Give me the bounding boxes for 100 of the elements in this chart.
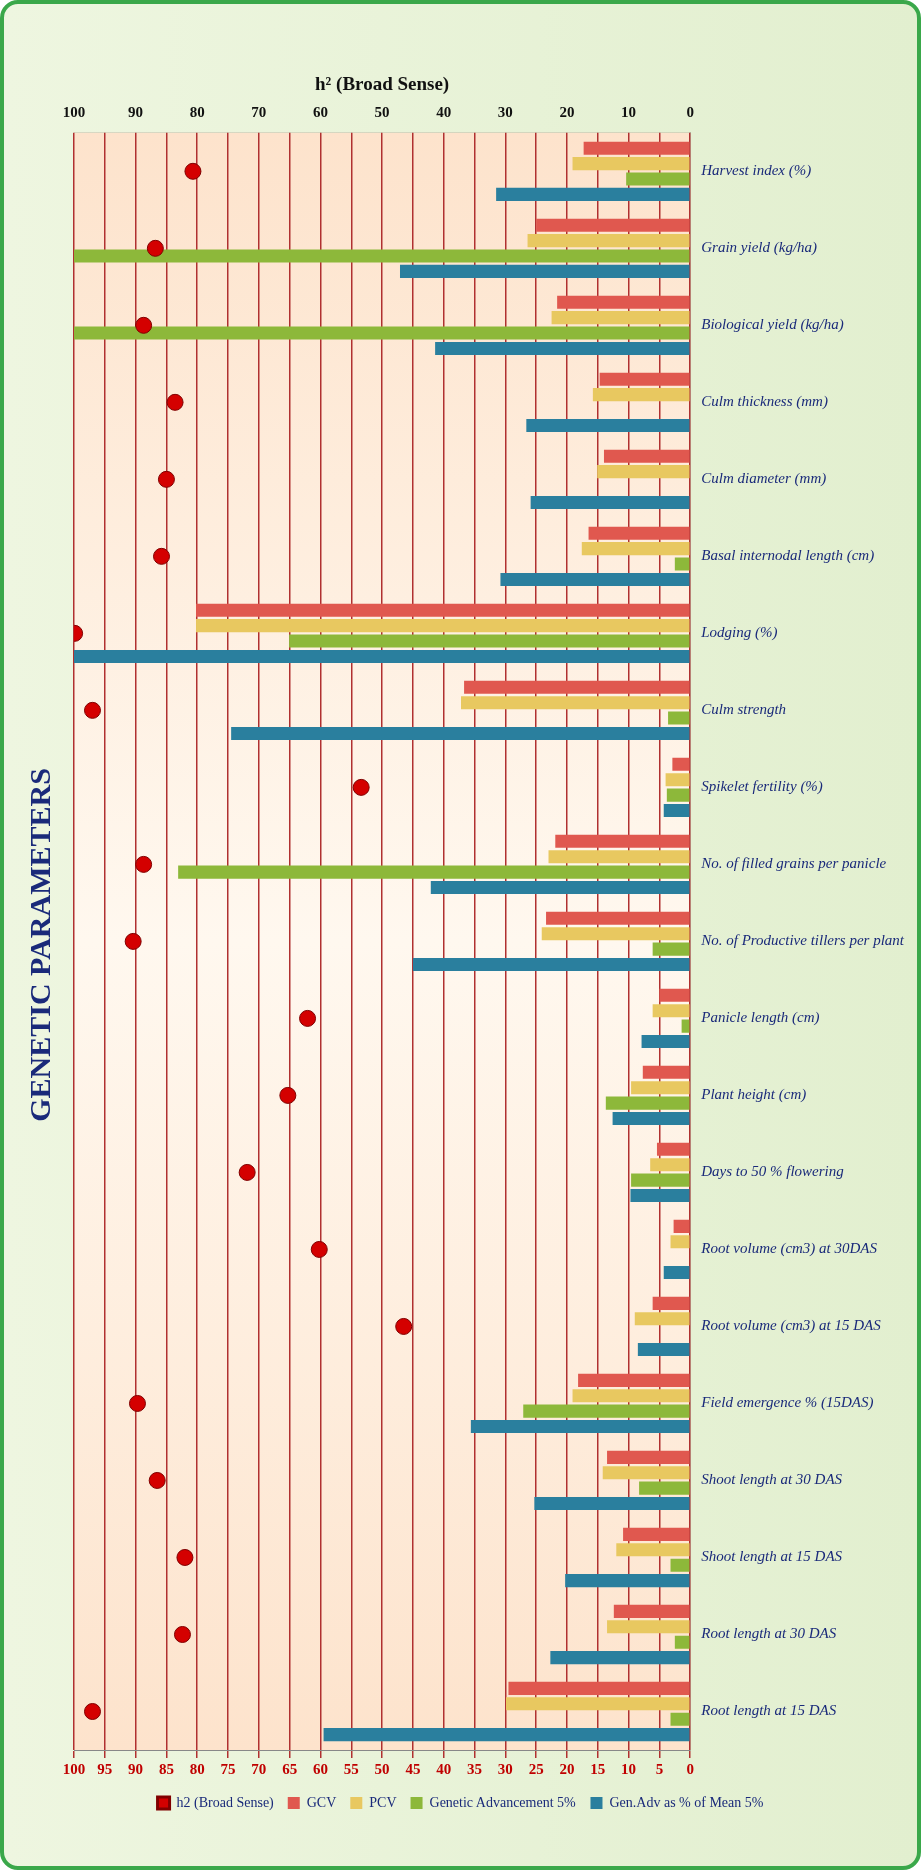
point	[238, 1163, 256, 1181]
point	[299, 1009, 317, 1027]
bar	[461, 696, 690, 710]
bar	[616, 1543, 690, 1557]
bar	[178, 865, 690, 879]
y-tick-label: Culm thickness (mm)	[701, 393, 828, 411]
y-tick-label: Basal internodal length (cm)	[701, 547, 875, 565]
y-tick-label: Days to 50 % flowering	[700, 1163, 845, 1180]
x2-tick-label: 100	[62, 103, 86, 120]
bar	[672, 757, 690, 771]
bar	[527, 234, 690, 248]
point	[146, 239, 164, 257]
bar	[536, 218, 690, 232]
bar	[500, 572, 690, 586]
legend-label: h2 (Broad Sense)	[176, 1794, 275, 1811]
point	[166, 393, 184, 411]
point	[135, 316, 153, 334]
point	[173, 1625, 191, 1643]
bar	[196, 619, 690, 633]
x-tick-label: 25	[528, 1760, 544, 1777]
x-tick-label: 95	[97, 1760, 113, 1777]
x-tick-label: 100	[62, 1760, 86, 1777]
x-tick-label: 15	[590, 1760, 606, 1777]
bar	[546, 911, 690, 925]
x2-tick-label: 10	[621, 103, 637, 120]
bar	[523, 1404, 690, 1418]
x-tick-label: 40	[436, 1760, 452, 1777]
x-tick-label: 30	[497, 1760, 513, 1777]
bar	[565, 1574, 690, 1588]
x-tick-label: 10	[621, 1760, 637, 1777]
y-tick-label: Panicle length (cm)	[700, 1009, 820, 1027]
bar	[430, 880, 690, 895]
point	[157, 470, 175, 488]
bar	[550, 1651, 690, 1665]
bar	[637, 1343, 690, 1357]
bar	[548, 850, 690, 864]
point	[184, 162, 202, 180]
bar	[642, 1065, 690, 1079]
x2-tick-label: 60	[313, 103, 328, 120]
legend-label: GCV	[306, 1794, 337, 1810]
x-tick-label: 55	[343, 1760, 359, 1777]
x2-tick-label: 40	[436, 103, 452, 120]
bar	[634, 1312, 690, 1326]
point	[153, 547, 171, 565]
y-tick-label: Culm strength	[701, 701, 787, 718]
x-tick-label: 75	[220, 1760, 236, 1777]
bar	[74, 649, 690, 664]
bar	[505, 1697, 690, 1711]
bar	[599, 372, 690, 386]
legend-label: PCV	[369, 1794, 397, 1810]
bar	[464, 680, 690, 694]
bar	[631, 1081, 690, 1095]
y-tick-label: Shoot length at 15 DAS	[701, 1548, 843, 1565]
bar	[674, 1635, 690, 1649]
bar	[323, 1728, 690, 1742]
bar	[74, 326, 690, 340]
bar	[626, 172, 690, 186]
x2-tick-label: 90	[128, 103, 144, 120]
bar	[597, 465, 690, 479]
bar	[631, 1173, 690, 1187]
bar	[605, 1096, 690, 1110]
x2-tick-label: 50	[374, 103, 390, 120]
x-tick-label: 60	[313, 1760, 328, 1777]
point	[310, 1240, 328, 1258]
bar	[581, 542, 690, 556]
bar	[530, 495, 690, 509]
bar	[650, 1158, 690, 1172]
bar	[555, 834, 690, 848]
bar	[639, 1481, 690, 1495]
x2-tick-label: 30	[497, 103, 513, 120]
bar	[551, 311, 690, 325]
x2-tick-label: 20	[559, 103, 575, 120]
y-tick-label: Root volume (cm3) at 30DAS	[700, 1240, 878, 1258]
bar	[583, 141, 690, 155]
y-tick-label: No. of filled grains per panicle	[700, 855, 887, 872]
bar	[665, 773, 690, 787]
bar	[630, 1188, 690, 1203]
x-tick-label: 20	[559, 1760, 575, 1777]
y-tick-label: Shoot length at 30 DAS	[701, 1471, 843, 1488]
y-tick-label: Harvest index (%)	[700, 162, 812, 180]
x-tick-label: 65	[282, 1760, 298, 1777]
x-tick-label: 5	[655, 1760, 664, 1777]
bar	[412, 957, 690, 972]
bar	[588, 526, 690, 540]
bar	[196, 603, 690, 617]
x2-tick-label: 80	[189, 103, 205, 120]
bar	[641, 1034, 690, 1049]
point	[124, 932, 142, 950]
bar	[656, 1142, 690, 1156]
bar	[435, 341, 690, 355]
bar	[603, 449, 690, 463]
point	[176, 1548, 194, 1566]
y-tick-label: Field emergence % (15DAS)	[700, 1394, 874, 1412]
x-tick-label: 50	[374, 1760, 390, 1777]
legend-label: Gen.Adv as % of Mean 5%	[609, 1794, 764, 1810]
bar	[607, 1450, 690, 1464]
bar	[572, 1389, 690, 1403]
text: GENETIC PARAMETERS	[22, 768, 56, 1122]
bar	[666, 788, 690, 802]
point	[352, 778, 370, 796]
